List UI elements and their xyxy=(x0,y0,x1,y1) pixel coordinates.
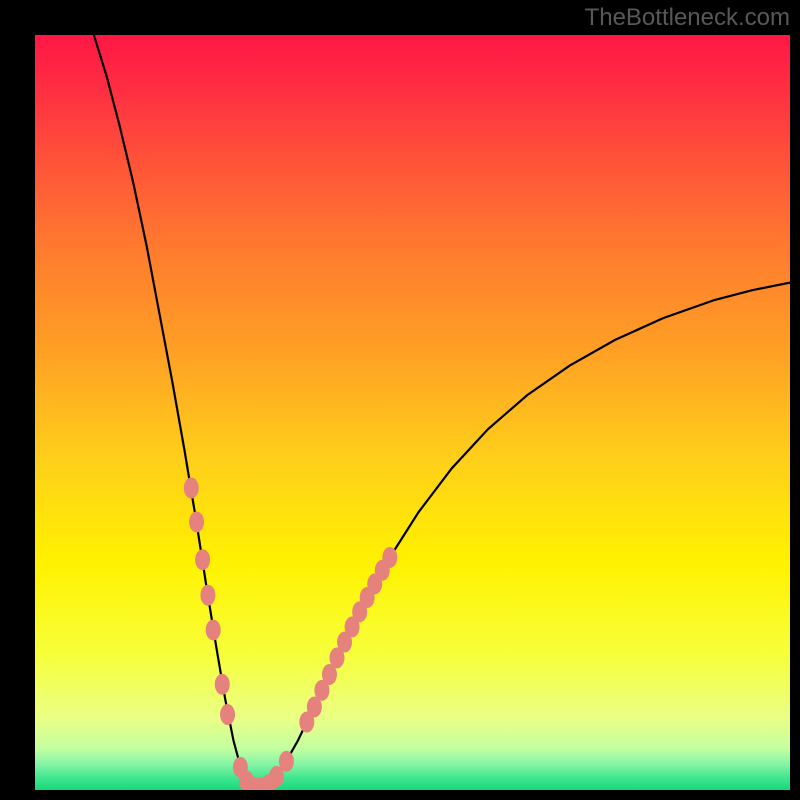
datapoint-marker xyxy=(215,674,230,695)
datapoint-marker xyxy=(189,511,204,532)
datapoint-marker xyxy=(195,549,210,570)
datapoint-marker xyxy=(200,585,215,606)
datapoint-marker xyxy=(184,478,199,499)
watermark-text: TheBottleneck.com xyxy=(585,6,790,30)
bottleneck-chart xyxy=(0,0,800,800)
datapoint-marker xyxy=(220,704,235,725)
datapoint-marker xyxy=(279,751,294,772)
datapoint-marker xyxy=(382,547,397,568)
plot-background xyxy=(35,35,790,790)
datapoint-marker xyxy=(206,619,221,640)
